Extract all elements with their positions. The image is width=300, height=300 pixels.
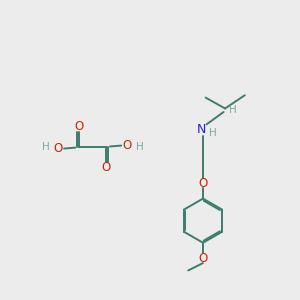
Text: O: O bbox=[101, 161, 110, 174]
Text: O: O bbox=[198, 252, 208, 265]
Text: H: H bbox=[209, 128, 217, 138]
Text: O: O bbox=[198, 177, 208, 190]
Text: O: O bbox=[122, 139, 132, 152]
Text: O: O bbox=[75, 120, 84, 133]
Text: H: H bbox=[42, 142, 50, 152]
Text: H: H bbox=[230, 105, 237, 115]
Text: N: N bbox=[197, 123, 206, 136]
Text: O: O bbox=[53, 142, 63, 155]
Text: H: H bbox=[136, 142, 143, 152]
